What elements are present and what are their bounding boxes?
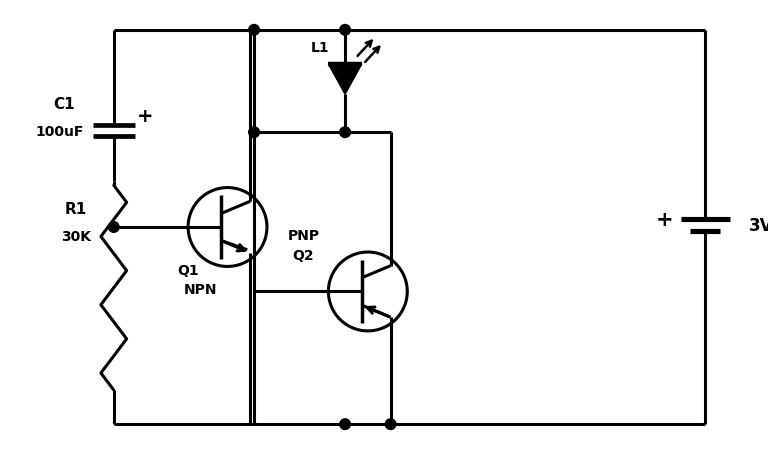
Circle shape	[339, 25, 350, 36]
Circle shape	[386, 419, 396, 430]
Text: PNP: PNP	[287, 229, 319, 243]
Text: +: +	[137, 107, 154, 126]
Text: 100uF: 100uF	[35, 124, 84, 138]
Circle shape	[339, 419, 350, 430]
Text: NPN: NPN	[184, 283, 218, 297]
Circle shape	[108, 222, 119, 233]
Text: Q1: Q1	[177, 263, 199, 278]
Text: Q2: Q2	[293, 248, 314, 263]
Text: 30K: 30K	[61, 230, 91, 243]
Text: 3V: 3V	[750, 217, 768, 235]
Text: +: +	[656, 210, 674, 230]
Polygon shape	[329, 65, 362, 95]
Circle shape	[249, 127, 260, 138]
Text: L1: L1	[311, 41, 329, 55]
Text: R1: R1	[65, 201, 87, 216]
Circle shape	[249, 25, 260, 36]
Text: C1: C1	[54, 96, 75, 111]
Circle shape	[339, 127, 350, 138]
